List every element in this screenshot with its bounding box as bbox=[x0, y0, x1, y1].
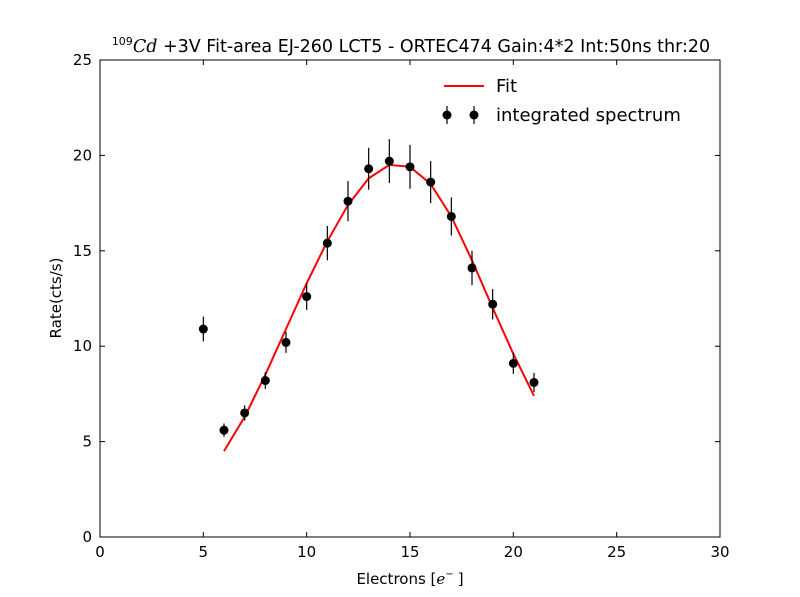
x-axis-label-suffix: ] bbox=[458, 570, 464, 588]
data-marker bbox=[260, 376, 270, 386]
data-point bbox=[281, 331, 291, 353]
data-point bbox=[260, 371, 270, 390]
y-tick-label: 0 bbox=[82, 528, 92, 546]
x-tick-label: 20 bbox=[504, 543, 523, 561]
data-marker bbox=[426, 177, 436, 187]
x-tick-label: 15 bbox=[400, 543, 419, 561]
y-tick-label: 25 bbox=[73, 51, 92, 69]
y-tick-label: 15 bbox=[73, 242, 92, 260]
data-marker bbox=[488, 299, 498, 309]
data-marker bbox=[467, 263, 477, 273]
y-tick-label: 5 bbox=[82, 433, 92, 451]
data-marker bbox=[281, 337, 291, 347]
data-point bbox=[529, 372, 539, 392]
data-marker bbox=[446, 211, 456, 221]
legend: Fit integrated spectrum bbox=[442, 76, 681, 126]
title-superscript: 109 bbox=[112, 35, 133, 48]
x-tick-label: 5 bbox=[199, 543, 209, 561]
data-marker bbox=[529, 377, 539, 387]
x-tick-label: 10 bbox=[297, 543, 316, 561]
data-point bbox=[446, 197, 456, 236]
plot-area bbox=[198, 139, 539, 452]
data-marker bbox=[343, 196, 353, 206]
title-symbol: Cd bbox=[133, 37, 158, 57]
fit-line bbox=[223, 163, 535, 452]
y-axis: 0 5 10 15 20 25 bbox=[73, 51, 720, 546]
y-tick-label: 20 bbox=[73, 146, 92, 164]
data-point bbox=[364, 147, 374, 190]
x-axis-label-math: e bbox=[436, 570, 445, 588]
x-tick-label: 0 bbox=[95, 543, 105, 561]
y-tick-label: 10 bbox=[73, 337, 92, 355]
data-point bbox=[302, 283, 312, 310]
data-point bbox=[322, 225, 332, 261]
data-marker bbox=[384, 156, 394, 166]
x-axis: 0 5 10 15 20 25 30 bbox=[95, 60, 730, 561]
data-marker bbox=[508, 358, 518, 368]
data-point bbox=[240, 405, 250, 421]
chart-title: 109Cd +3V Fit-area EJ-260 LCT5 - ORTEC47… bbox=[112, 35, 710, 57]
data-marker bbox=[405, 162, 415, 172]
data-marker bbox=[240, 408, 250, 418]
data-point bbox=[508, 352, 518, 374]
data-marker bbox=[219, 425, 229, 435]
x-tick-label: 30 bbox=[710, 543, 729, 561]
data-point bbox=[343, 181, 353, 222]
data-point bbox=[384, 139, 394, 184]
legend-fit-label: Fit bbox=[496, 76, 517, 97]
y-axis-label: Rate(cts/s) bbox=[47, 258, 65, 339]
x-axis-label-superscript: − bbox=[445, 569, 453, 580]
legend-spectrum-label: integrated spectrum bbox=[496, 105, 681, 126]
x-axis-label: Electrons [e−] bbox=[356, 569, 463, 588]
data-marker bbox=[302, 292, 312, 302]
x-axis-label-prefix: Electrons [ bbox=[356, 570, 436, 588]
title-text: +3V Fit-area EJ-260 LCT5 - ORTEC474 Gain… bbox=[157, 37, 710, 57]
legend-spectrum-swatch bbox=[442, 106, 479, 124]
data-point bbox=[488, 288, 498, 320]
data-point bbox=[198, 316, 208, 342]
data-point bbox=[405, 144, 415, 189]
x-tick-label: 25 bbox=[607, 543, 626, 561]
data-point bbox=[426, 161, 436, 204]
data-marker bbox=[322, 238, 332, 248]
data-marker bbox=[364, 164, 374, 174]
data-point bbox=[219, 423, 229, 437]
data-marker bbox=[198, 324, 208, 334]
data-point bbox=[467, 250, 477, 286]
